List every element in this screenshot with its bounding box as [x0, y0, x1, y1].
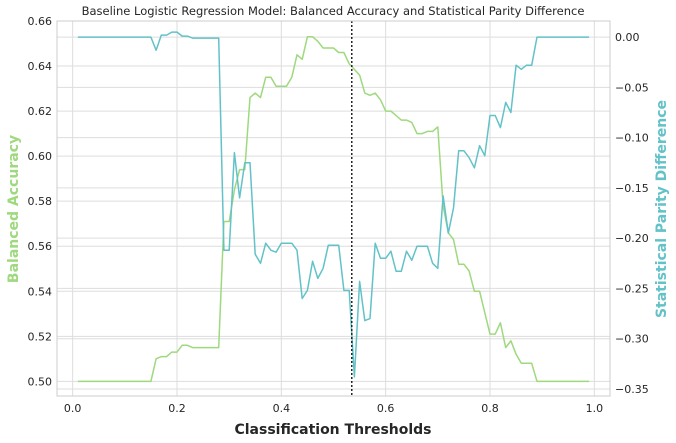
- parity-difference-line: [77, 31, 590, 378]
- series-lines: [77, 31, 590, 383]
- left-y-tick-label: 0.54: [28, 285, 53, 298]
- right-y-tick-label: −0.05: [615, 81, 649, 94]
- right-y-tick-label: −0.10: [615, 132, 649, 145]
- left-y-tick-label: 0.64: [28, 60, 53, 73]
- left-y-tick-label: 0.56: [28, 240, 53, 253]
- balanced-accuracy-line: [77, 36, 590, 383]
- left-y-tick-label: 0.62: [28, 105, 53, 118]
- right-y-tick-label: −0.20: [615, 232, 649, 245]
- left-y-tick-label: 0.60: [28, 150, 53, 163]
- right-y-tick-label: −0.35: [615, 383, 649, 396]
- x-tick-label: 0.0: [64, 402, 82, 415]
- right-y-tick-label: −0.15: [615, 182, 649, 195]
- x-axis-label: Classification Thresholds: [234, 422, 431, 438]
- right-y-tick-label: −0.30: [615, 333, 649, 346]
- x-tick-label: 0.6: [377, 402, 395, 415]
- plot-frame: [56, 20, 611, 397]
- left-y-tick-label: 0.58: [28, 195, 53, 208]
- left-y-tick-label: 0.52: [28, 330, 53, 343]
- right-y-tick-label: −0.25: [615, 282, 649, 295]
- right-y-tick-label: 0.00: [615, 31, 640, 44]
- chart-title: Baseline Logistic Regression Model: Bala…: [82, 4, 585, 18]
- x-tick-label: 0.8: [481, 402, 499, 415]
- x-tick-label: 0.2: [168, 402, 186, 415]
- left-y-tick-labels: 0.50 0.52 0.54 0.56 0.58 0.60 0.62 0.64 0.66: [28, 15, 53, 388]
- right-y-tick-labels: 0.00 −0.05 −0.10 −0.15 −0.20 −0.25 −0.30 −0.35: [615, 31, 649, 396]
- left-y-tick-label: 0.66: [28, 15, 53, 28]
- left-y-tick-label: 0.50: [28, 375, 53, 388]
- x-tick-label: 1.0: [586, 402, 604, 415]
- left-y-axis-label: Balanced Accuracy: [6, 135, 22, 283]
- plot-area: [57, 21, 610, 396]
- x-tick-label: 0.4: [273, 402, 291, 415]
- right-y-axis-label: Statistical Parity Difference: [654, 100, 670, 318]
- x-tick-labels: 0.0 0.2 0.4 0.6 0.8 1.0: [64, 402, 603, 415]
